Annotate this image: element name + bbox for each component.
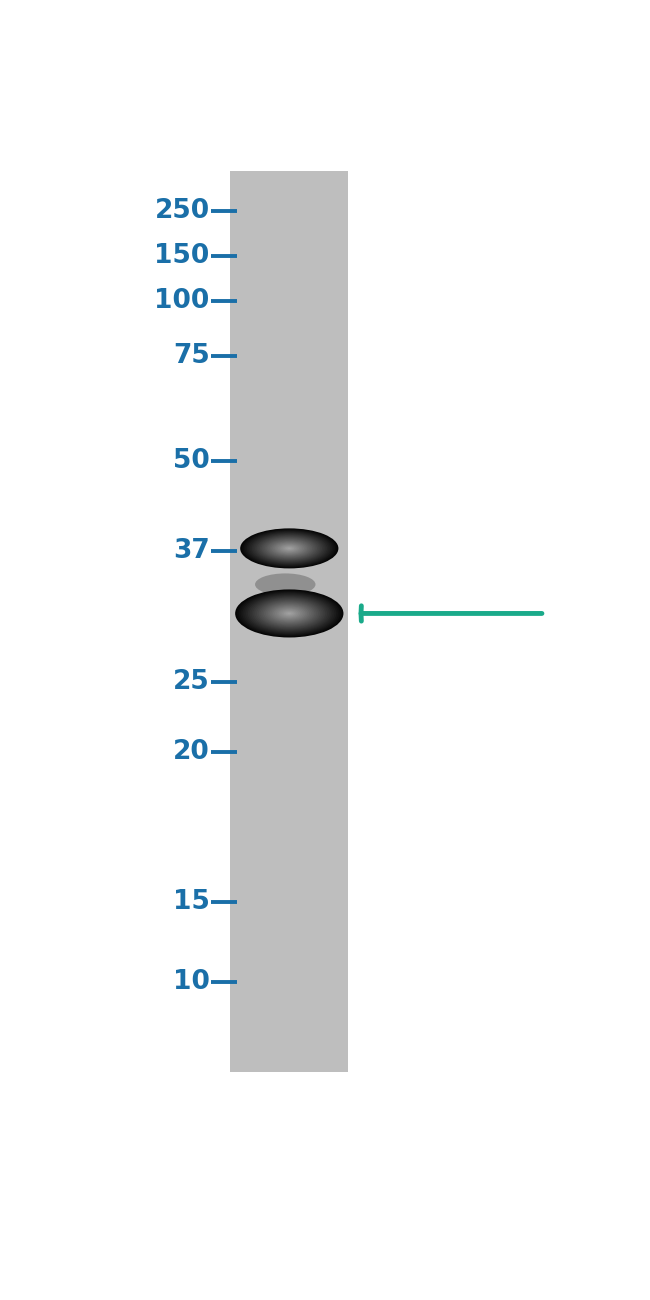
Ellipse shape xyxy=(240,592,338,636)
Ellipse shape xyxy=(270,604,309,623)
Ellipse shape xyxy=(266,540,312,558)
Ellipse shape xyxy=(284,611,294,616)
Ellipse shape xyxy=(257,599,322,628)
Ellipse shape xyxy=(252,597,327,630)
Ellipse shape xyxy=(252,533,327,564)
Text: 250: 250 xyxy=(155,198,210,224)
Ellipse shape xyxy=(270,541,309,556)
Ellipse shape xyxy=(246,594,333,633)
Ellipse shape xyxy=(248,532,330,566)
Text: 20: 20 xyxy=(173,738,210,764)
Ellipse shape xyxy=(257,536,322,562)
Ellipse shape xyxy=(273,542,306,555)
Ellipse shape xyxy=(239,592,340,636)
Ellipse shape xyxy=(278,608,300,619)
Ellipse shape xyxy=(244,593,335,633)
Ellipse shape xyxy=(250,595,329,630)
Ellipse shape xyxy=(254,534,325,563)
Ellipse shape xyxy=(247,530,332,566)
Ellipse shape xyxy=(283,546,296,551)
Text: 10: 10 xyxy=(173,968,210,994)
Ellipse shape xyxy=(244,529,335,567)
Ellipse shape xyxy=(237,590,342,637)
Text: 50: 50 xyxy=(173,448,210,474)
Ellipse shape xyxy=(263,538,315,559)
Ellipse shape xyxy=(276,543,302,554)
Ellipse shape xyxy=(286,612,293,615)
Ellipse shape xyxy=(278,543,301,552)
Ellipse shape xyxy=(245,530,333,567)
Text: 25: 25 xyxy=(173,668,210,694)
Ellipse shape xyxy=(261,601,318,627)
Text: 100: 100 xyxy=(155,289,210,315)
Ellipse shape xyxy=(280,545,299,552)
Ellipse shape xyxy=(280,610,298,617)
Ellipse shape xyxy=(273,606,306,620)
Text: 75: 75 xyxy=(173,343,210,369)
Ellipse shape xyxy=(250,533,329,564)
Bar xyxy=(230,172,348,1072)
Ellipse shape xyxy=(287,612,291,615)
Ellipse shape xyxy=(259,599,320,627)
Ellipse shape xyxy=(277,608,302,619)
Ellipse shape xyxy=(262,602,317,625)
Ellipse shape xyxy=(275,607,304,620)
Ellipse shape xyxy=(242,529,337,568)
Ellipse shape xyxy=(261,537,317,560)
Ellipse shape xyxy=(268,603,311,623)
Text: 150: 150 xyxy=(155,243,210,269)
Ellipse shape xyxy=(260,537,318,560)
Text: 15: 15 xyxy=(173,889,210,915)
Ellipse shape xyxy=(271,541,307,555)
Ellipse shape xyxy=(255,598,324,629)
Ellipse shape xyxy=(235,589,343,637)
Ellipse shape xyxy=(254,598,326,629)
Ellipse shape xyxy=(240,528,339,568)
Ellipse shape xyxy=(288,547,291,549)
Ellipse shape xyxy=(282,610,296,616)
Ellipse shape xyxy=(242,593,336,634)
Ellipse shape xyxy=(271,606,307,621)
Ellipse shape xyxy=(266,603,313,624)
Ellipse shape xyxy=(264,602,315,625)
Ellipse shape xyxy=(258,536,320,562)
Ellipse shape xyxy=(274,542,304,554)
Ellipse shape xyxy=(255,573,315,595)
Ellipse shape xyxy=(285,546,294,550)
Ellipse shape xyxy=(255,534,324,563)
Text: 37: 37 xyxy=(173,538,210,564)
Ellipse shape xyxy=(286,547,292,550)
Ellipse shape xyxy=(248,595,331,632)
Ellipse shape xyxy=(281,545,298,551)
Ellipse shape xyxy=(268,540,311,558)
Ellipse shape xyxy=(265,538,314,559)
